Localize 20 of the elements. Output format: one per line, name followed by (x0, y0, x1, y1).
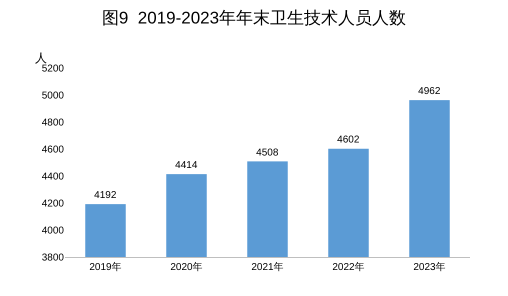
x-tick-label: 2021年 (251, 261, 284, 273)
data-label: 4962 (418, 86, 441, 98)
y-tick-label: 3800 (42, 252, 64, 264)
chart-title: 图9 2019-2023年年末卫生技术人员人数 (102, 8, 406, 28)
y-tick-label: 4000 (42, 226, 64, 236)
y-tick-label: 4200 (42, 198, 64, 210)
y-tick-label: 4800 (42, 118, 64, 128)
x-tick-label: 2020年 (170, 261, 203, 273)
data-label: 4414 (175, 160, 198, 172)
x-tick-label: 2019年 (89, 261, 122, 273)
data-label: 4192 (94, 190, 117, 202)
data-label: 4602 (337, 134, 360, 146)
y-tick-label: 4600 (42, 144, 64, 156)
y-axis-title: 人 (35, 51, 47, 65)
y-tick-label: 5200 (42, 64, 64, 74)
data-label: 4508 (256, 147, 279, 158)
x-tick-label: 2023年 (413, 261, 446, 273)
y-tick-label: 5000 (42, 90, 64, 102)
y-tick-label: 4400 (42, 172, 64, 182)
x-tick-label: 2022年 (332, 261, 365, 273)
